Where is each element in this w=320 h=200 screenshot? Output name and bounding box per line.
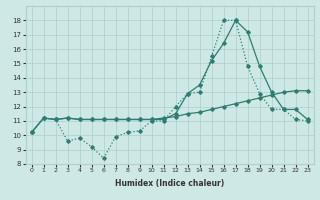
X-axis label: Humidex (Indice chaleur): Humidex (Indice chaleur) (115, 179, 224, 188)
